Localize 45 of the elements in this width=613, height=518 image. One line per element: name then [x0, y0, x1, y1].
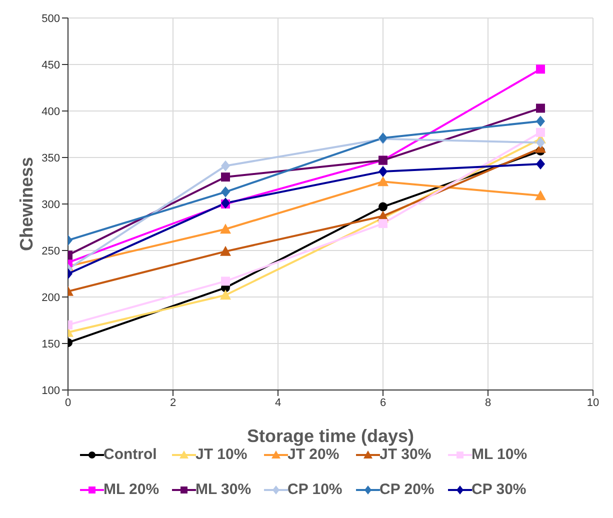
x-tick-label: 2 [170, 396, 176, 409]
point [221, 160, 230, 172]
point [535, 190, 546, 200]
y-tick-label: 100 [42, 384, 60, 397]
legend-label: ML 20% [102, 481, 160, 498]
legend-label: JT 20% [286, 446, 340, 463]
point [220, 246, 231, 256]
point [378, 219, 388, 228]
point [221, 276, 230, 286]
legend-label: CP 10% [286, 481, 344, 498]
y-tick-label: 150 [42, 338, 60, 350]
x-tick-label: 10 [586, 396, 600, 409]
x-tick-label: 0 [64, 396, 72, 409]
legend-label: ML 30% [194, 481, 252, 498]
x-tick-label: 8 [484, 396, 492, 409]
point [536, 128, 545, 137]
y-tick-label: 300 [42, 198, 60, 211]
legend-label: ML 10% [470, 446, 528, 463]
y-tick-label: 450 [42, 59, 60, 72]
x-axis-title: Storage time (days) [246, 426, 414, 446]
y-tick-label: 500 [42, 12, 60, 25]
legend-label: JT 30% [378, 446, 432, 463]
point [221, 172, 230, 182]
legend-label: CP 20% [378, 481, 436, 498]
y-axis-title: Chewiness [16, 156, 36, 252]
y-tick-label: 200 [42, 292, 60, 304]
legend-label: JT 10% [194, 446, 248, 463]
point [221, 186, 230, 198]
point [536, 116, 545, 127]
point [220, 224, 231, 234]
legend-label: CP 30% [470, 481, 528, 498]
y-tick-label: 350 [42, 152, 60, 164]
x-tick-label: 4 [274, 396, 282, 409]
point [378, 176, 388, 186]
y-tick-label: 250 [42, 245, 60, 258]
legend-label: Control [102, 446, 158, 463]
point [378, 202, 388, 212]
y-tick-label: 400 [42, 106, 60, 118]
point [536, 158, 545, 170]
point [536, 64, 545, 74]
point [536, 104, 545, 113]
point [536, 137, 545, 148]
x-tick-label: 6 [380, 396, 386, 409]
point [220, 290, 231, 300]
point [378, 166, 388, 177]
